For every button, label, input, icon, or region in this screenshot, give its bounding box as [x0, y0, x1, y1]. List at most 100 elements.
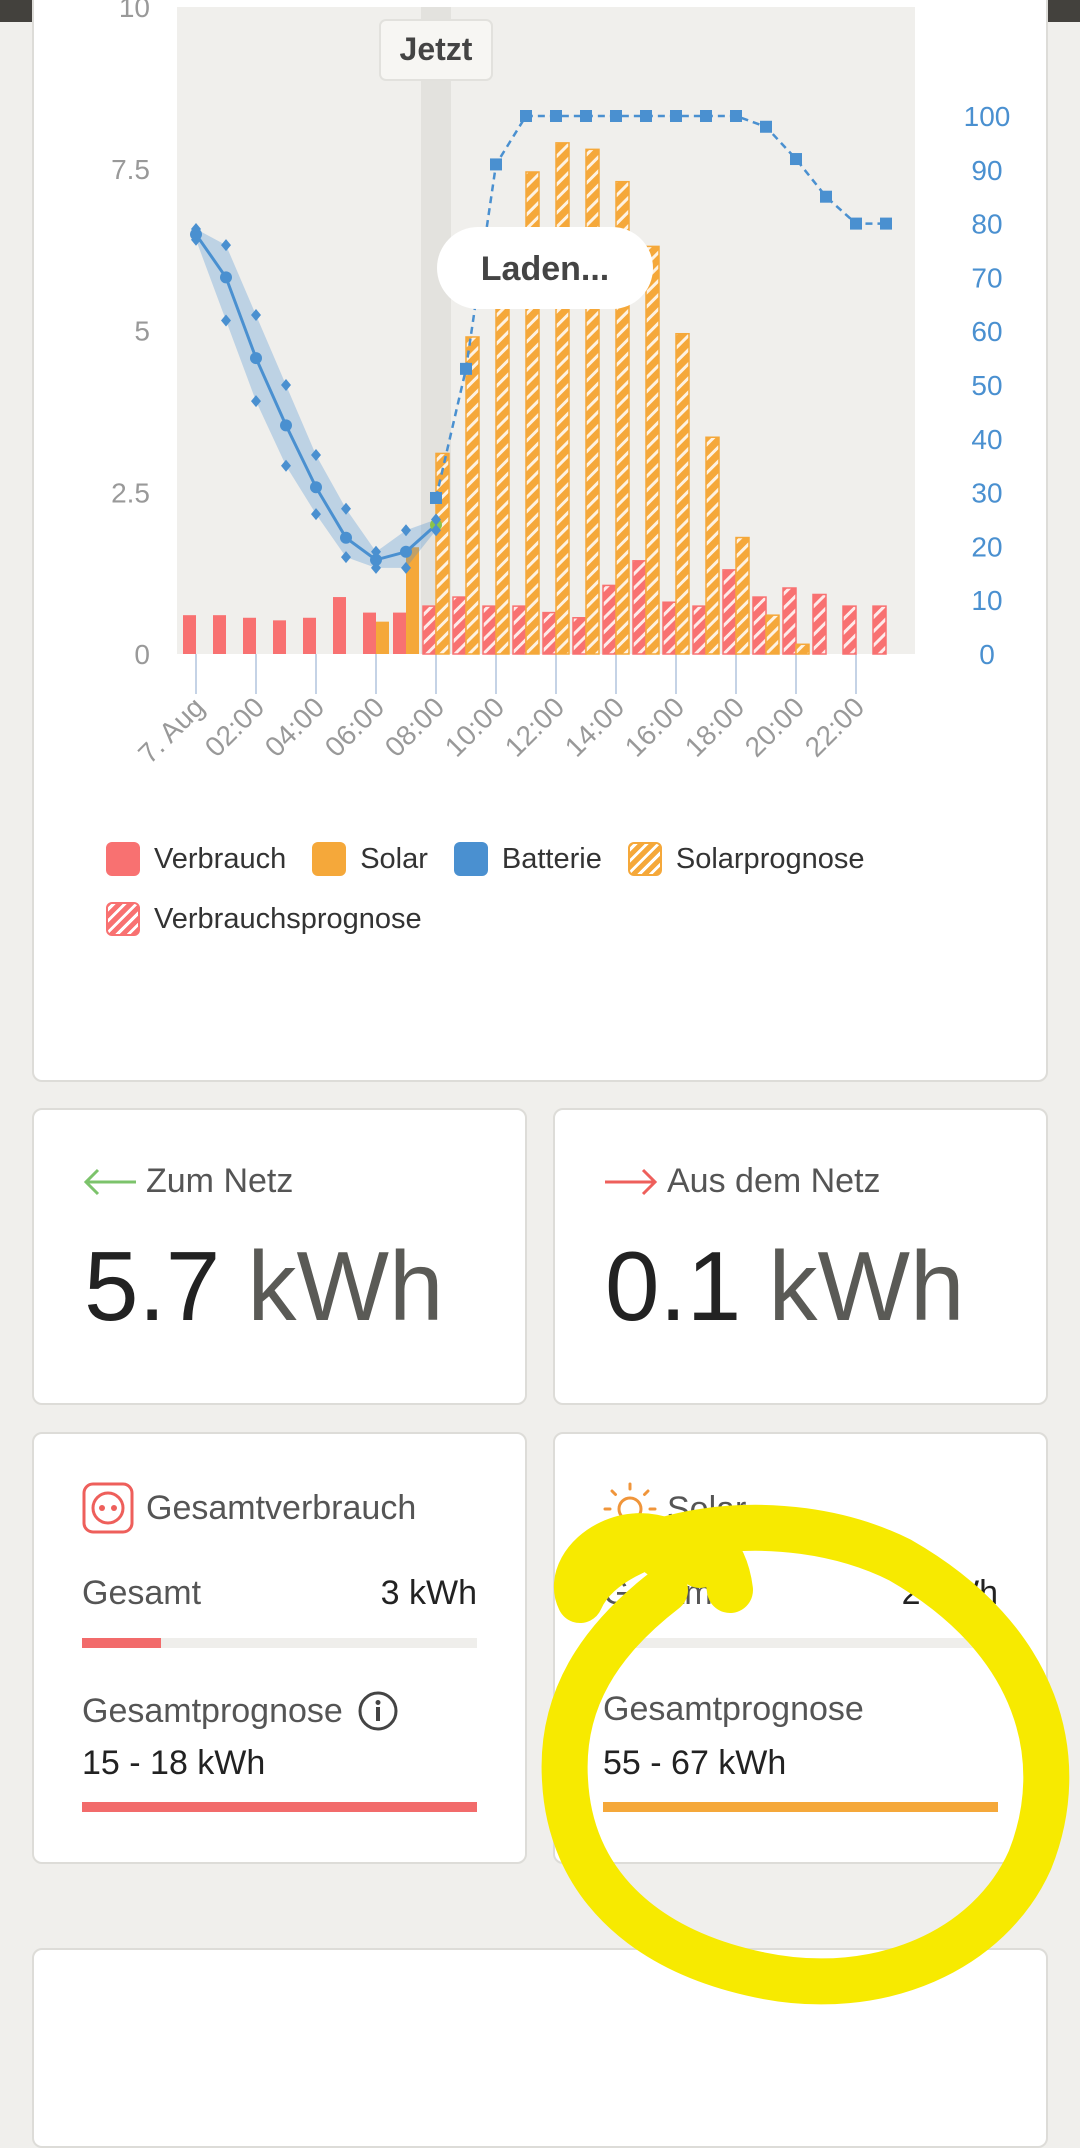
legend-swatch: [106, 902, 140, 936]
legend-label: Verbrauch: [154, 842, 287, 875]
to-grid-value: 5.7: [84, 1231, 221, 1341]
legend-label: Solar: [360, 842, 428, 875]
bar-solarprognose: [465, 336, 480, 655]
to-grid-card: Zum Netz 5.7 kWh: [32, 1108, 527, 1405]
consumption-forecast-bar: [82, 1802, 477, 1812]
power-socket-icon: [82, 1482, 134, 1534]
bar-verbrauch: [303, 617, 316, 654]
battery-forecast-point: [430, 491, 442, 504]
y-left-tick-label: 0: [134, 639, 150, 670]
now-label-box: [379, 19, 493, 81]
bar-verbrauchsprognose: [542, 611, 557, 655]
battery-forecast-point: [550, 110, 562, 122]
consumption-total-label: Gesamt: [82, 1574, 202, 1612]
bar-solarprognose: [765, 614, 780, 655]
bar-verbrauchsprognose: [482, 605, 497, 655]
battery-point: [370, 553, 382, 566]
legend-swatch: [627, 842, 662, 876]
battery-range-marker: [251, 309, 261, 322]
battery-forecast-point: [850, 217, 862, 230]
battery-forecast-line: [434, 114, 886, 499]
from-grid-value: 0.1: [605, 1231, 742, 1341]
battery-range-marker: [431, 524, 441, 537]
y-right-tick-label: 80: [971, 209, 1002, 240]
solar-total-progress: [603, 1638, 998, 1648]
x-tick-label: 16:00: [619, 691, 690, 762]
battery-range-marker: [311, 508, 321, 521]
bar-verbrauch: [393, 612, 406, 654]
bar-verbrauchsprognose: [812, 593, 827, 655]
solar-title: Solar: [667, 1489, 747, 1528]
now-label: Jetzt: [400, 31, 473, 67]
legend-swatch: [453, 842, 488, 876]
bar-verbrauchsprognose: [572, 617, 587, 655]
legend-item[interactable]: Solar: [312, 842, 428, 876]
bar-solarprognose: [675, 332, 690, 655]
bar-verbrauchsprognose: [692, 605, 707, 655]
consumption-total-progress: [82, 1638, 477, 1648]
y-right-tick-label: 20: [971, 531, 1002, 562]
bar-solarprognose: [585, 148, 600, 655]
y-right-tick-label: 30: [971, 478, 1002, 509]
x-tick-label: 02:00: [199, 691, 270, 762]
bar-solar: [406, 547, 419, 654]
bar-verbrauchsprognose: [662, 601, 677, 655]
bar-solarprognose: [705, 436, 720, 655]
bar-verbrauch: [183, 615, 196, 654]
bar-verbrauchsprognose: [842, 605, 857, 655]
energy-chart-card: 0 2.5 5 7.5 10 0 10 20 30 40 50 60 70 80 90 100 7. Aug 02…: [32, 0, 1048, 1082]
battery-range-marker: [371, 545, 381, 558]
x-tick-label: 12:00: [499, 691, 570, 762]
battery-range-marker: [371, 561, 381, 574]
y-left-tick-label: 7.5: [111, 154, 150, 185]
bar-verbrauchsprognose: [512, 605, 527, 655]
bar-solarprognose: [645, 245, 660, 655]
battery-range-marker: [191, 222, 201, 235]
bar-solarprognose: [495, 265, 510, 655]
legend-swatch: [106, 842, 140, 876]
to-grid-title: Zum Netz: [146, 1162, 294, 1200]
arrow-left-icon: [83, 1168, 136, 1195]
sun-icon: [603, 1482, 657, 1536]
arrow-right-icon: [605, 1168, 658, 1195]
bar-verbrauchsprognose: [632, 560, 647, 655]
bar-verbrauch: [243, 617, 256, 654]
bar-solar: [376, 621, 389, 654]
y-right-tick-label: 0: [979, 639, 995, 670]
y-right-tick-label: 60: [971, 316, 1002, 347]
from-grid-title: Aus dem Netz: [667, 1162, 881, 1200]
bar-verbrauchsprognose: [422, 605, 437, 655]
x-tick-label: 10:00: [439, 691, 510, 762]
battery-range-band: [196, 228, 436, 568]
x-tick-label: 14:00: [559, 691, 630, 762]
y-right-tick-label: 90: [971, 155, 1002, 186]
consumption-total-value: 3 kWh: [380, 1574, 477, 1612]
battery-range-marker: [221, 314, 231, 327]
y-right-tick-label: 100: [964, 101, 1011, 132]
legend-item[interactable]: Verbrauchsprognose: [106, 902, 422, 936]
consumption-forecast-label: Gesamtprognose: [82, 1691, 343, 1730]
battery-forecast-point: [520, 110, 532, 122]
info-icon[interactable]: [357, 1690, 399, 1732]
battery-range-marker: [281, 379, 291, 391]
legend-label: Batterie: [501, 842, 602, 875]
bar-verbrauchsprognose: [722, 569, 737, 655]
x-tick-label: 08:00: [379, 691, 450, 762]
bar-verbrauch: [333, 597, 346, 654]
solar-total-value: 2 kWh: [901, 1574, 998, 1612]
battery-point: [220, 271, 232, 284]
legend-item[interactable]: Verbrauch: [106, 842, 286, 876]
legend-item[interactable]: Solarprognose: [627, 842, 865, 876]
consumption-card: Gesamtverbrauch Gesamt 3 kWh Gesamtprogno…: [32, 1432, 527, 1864]
x-tick-label: 20:00: [739, 691, 810, 762]
bar-verbrauch: [273, 620, 286, 654]
solar-card: Solar Gesamt 2 kWh Gesamtprognose 55 - 67…: [553, 1432, 1048, 1864]
battery-range-marker: [221, 239, 231, 252]
battery-forecast-point: [610, 110, 622, 122]
consumption-title: Gesamtverbrauch: [146, 1488, 417, 1527]
battery-range-marker: [341, 551, 351, 564]
y-right-tick-label: 10: [971, 585, 1002, 616]
legend-item[interactable]: Batterie: [453, 842, 602, 876]
bar-verbrauch: [363, 612, 376, 654]
